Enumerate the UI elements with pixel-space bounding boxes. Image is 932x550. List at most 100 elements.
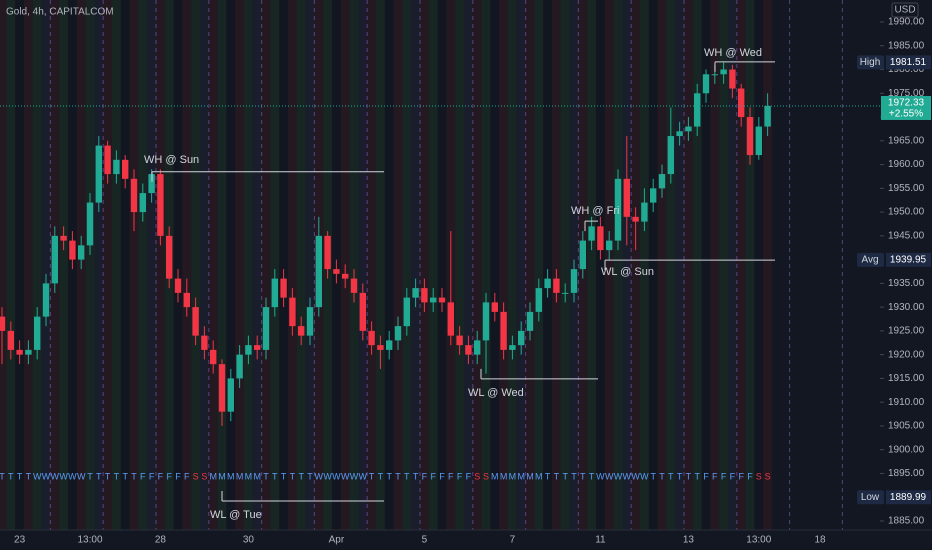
x-tick-label: 18 <box>814 535 826 546</box>
candle-body <box>86 202 94 246</box>
y-tick-label: 1920.00 <box>888 349 925 360</box>
day-letter: F <box>466 471 472 481</box>
candle-body <box>42 283 50 317</box>
stripe <box>393 0 403 530</box>
day-letter: T <box>105 471 111 481</box>
y-tick-label: 1985.00 <box>888 40 925 51</box>
candle-body <box>289 297 296 327</box>
stripe <box>305 0 315 530</box>
y-tick-label: 1915.00 <box>888 373 925 384</box>
day-letter: M <box>509 471 517 481</box>
stripe <box>710 0 720 530</box>
stripe <box>622 0 632 530</box>
candle-body <box>702 74 710 94</box>
candle-body <box>746 117 754 156</box>
candle-body <box>650 188 657 203</box>
candle-body <box>447 302 454 336</box>
last-price: 1972.33 <box>888 98 925 109</box>
candle-body <box>306 307 314 336</box>
stripe <box>472 0 482 530</box>
day-letter: F <box>457 471 463 481</box>
candle-body <box>729 69 736 89</box>
candle-body <box>324 235 331 270</box>
day-letter: W <box>332 471 341 481</box>
y-tick-label: 1965.00 <box>888 135 925 146</box>
day-letter: M <box>245 471 253 481</box>
day-letter: T <box>17 471 23 481</box>
day-letter: T <box>668 471 674 481</box>
day-letter: T <box>307 471 313 481</box>
stripe <box>508 0 517 530</box>
last-price-badge <box>881 95 931 120</box>
day-letter: T <box>677 471 683 481</box>
stripe <box>173 0 183 530</box>
candle-body <box>755 126 762 156</box>
stripe <box>763 0 772 530</box>
candle-body <box>342 273 349 279</box>
day-letter: F <box>158 471 164 481</box>
candle-body <box>315 235 322 308</box>
candle-body <box>262 307 270 350</box>
stripe <box>604 0 614 530</box>
day-letter: T <box>686 471 692 481</box>
day-letter: T <box>131 471 137 481</box>
candle-body <box>606 240 613 251</box>
day-letter: F <box>430 471 436 481</box>
candle-body <box>227 378 234 412</box>
day-letter: M <box>535 471 543 481</box>
x-tick-label: 13 <box>683 535 695 546</box>
price-label-value: 1939.95 <box>890 254 927 265</box>
day-letter: W <box>59 471 68 481</box>
candle-body <box>78 245 85 260</box>
candle-body <box>685 126 692 132</box>
candle-body <box>122 159 129 179</box>
candle-body <box>535 288 542 312</box>
candle-body <box>148 174 155 194</box>
stripe <box>6 0 16 530</box>
candle-body <box>104 145 111 175</box>
candle-body <box>588 226 595 241</box>
stripe <box>191 0 200 530</box>
candle-body <box>597 226 604 251</box>
day-letter: W <box>341 471 350 481</box>
day-letter: T <box>263 471 269 481</box>
x-tick-label: 13:00 <box>77 535 102 546</box>
day-letter: W <box>631 471 640 481</box>
day-letter: F <box>439 471 445 481</box>
candle-body <box>236 354 243 379</box>
candle-body <box>16 349 23 355</box>
day-letter: W <box>640 471 649 481</box>
x-tick-label: 11 <box>595 535 606 546</box>
day-letter: T <box>96 471 102 481</box>
stripe <box>640 0 649 530</box>
candle-body <box>130 178 138 213</box>
day-letter: F <box>703 471 709 481</box>
day-letter: T <box>26 471 32 481</box>
stripe <box>666 0 676 530</box>
day-letter: S <box>193 471 199 481</box>
candle-body <box>641 202 648 222</box>
price-label-tag <box>857 490 884 505</box>
day-letter: W <box>596 471 605 481</box>
day-letter: T <box>694 471 700 481</box>
y-tick-label: 1950.00 <box>888 207 925 218</box>
candle-body <box>614 178 622 241</box>
stripe <box>120 0 130 530</box>
candle-body <box>570 269 578 293</box>
candle-body <box>764 105 771 127</box>
x-tick-label: Apr <box>329 535 345 546</box>
stripe <box>437 0 447 530</box>
day-letter: W <box>359 471 368 481</box>
day-letter: M <box>236 471 244 481</box>
candle-body <box>474 340 481 355</box>
day-letter: T <box>386 471 392 481</box>
stripe <box>499 0 508 530</box>
day-letter: F <box>747 471 753 481</box>
level-label: WH @ Fri <box>571 205 619 217</box>
price-label-value: 1981.51 <box>890 57 927 68</box>
stripe <box>728 0 737 530</box>
price-label-value: 1889.99 <box>890 492 927 503</box>
x-tick-label: 30 <box>243 535 255 546</box>
stripe <box>754 0 764 530</box>
chart-title: Gold, 4h, CAPITALCOM <box>6 7 114 18</box>
